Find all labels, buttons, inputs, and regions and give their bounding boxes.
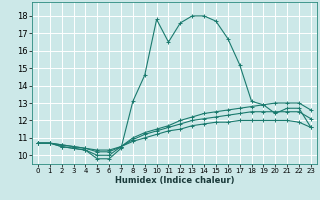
X-axis label: Humidex (Indice chaleur): Humidex (Indice chaleur) — [115, 176, 234, 185]
